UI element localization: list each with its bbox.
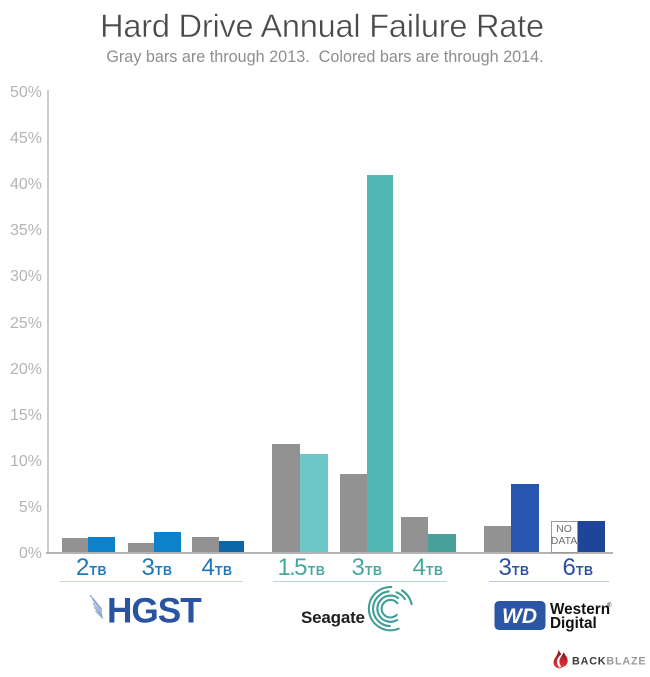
- svg-text:BACKBLAZE: BACKBLAZE: [572, 656, 646, 668]
- svg-text:HGST: HGST: [107, 593, 202, 629]
- svg-text:®: ®: [607, 602, 612, 609]
- svg-text:Western: Western: [550, 601, 610, 618]
- svg-text:WD: WD: [502, 605, 537, 628]
- svg-text:Digital: Digital: [550, 615, 597, 632]
